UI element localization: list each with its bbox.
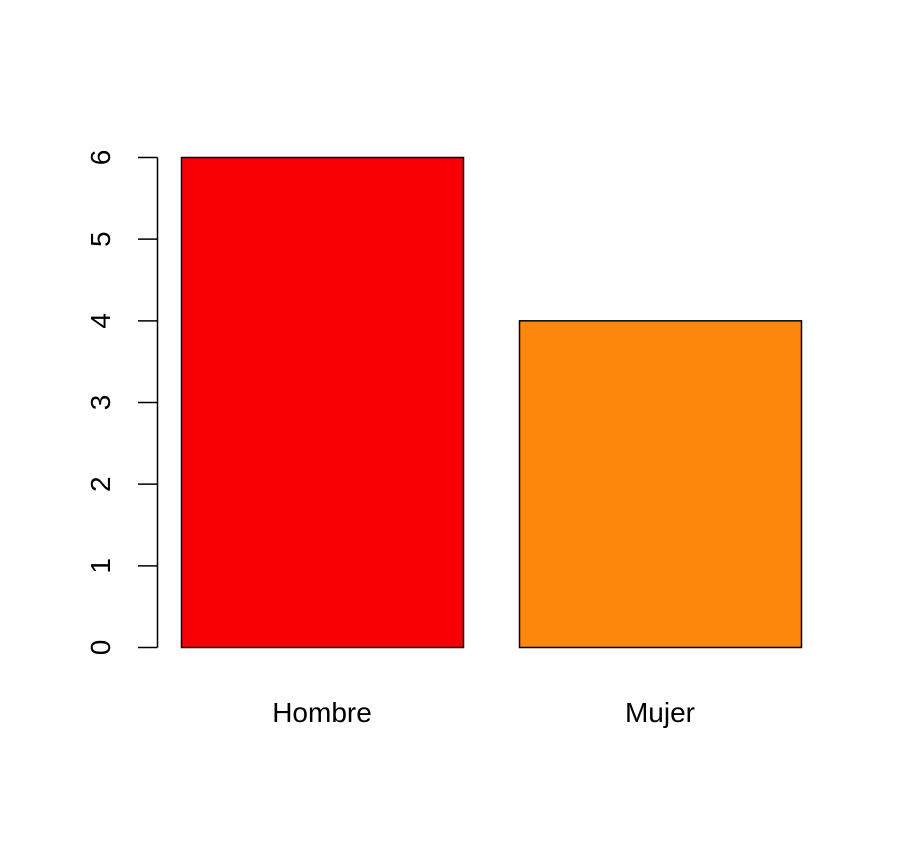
y-tick-label: 1: [85, 558, 116, 574]
y-tick-label: 3: [85, 395, 116, 411]
bar-hombre: [180, 156, 465, 649]
x-tick-label: Hombre: [272, 697, 372, 728]
y-tick-label: 0: [85, 640, 116, 656]
y-tick-label: 4: [85, 313, 116, 329]
y-tick-label: 6: [85, 150, 116, 166]
y-tick-label: 5: [85, 231, 116, 247]
y-tick-label: 2: [85, 476, 116, 492]
y-axis: 0 1 2 3 4 5 6: [85, 150, 159, 656]
bars-group: [180, 156, 803, 649]
x-tick-label: Mujer: [625, 697, 695, 728]
bar-mujer: [518, 320, 803, 649]
x-axis-labels: Hombre Mujer: [272, 697, 695, 728]
